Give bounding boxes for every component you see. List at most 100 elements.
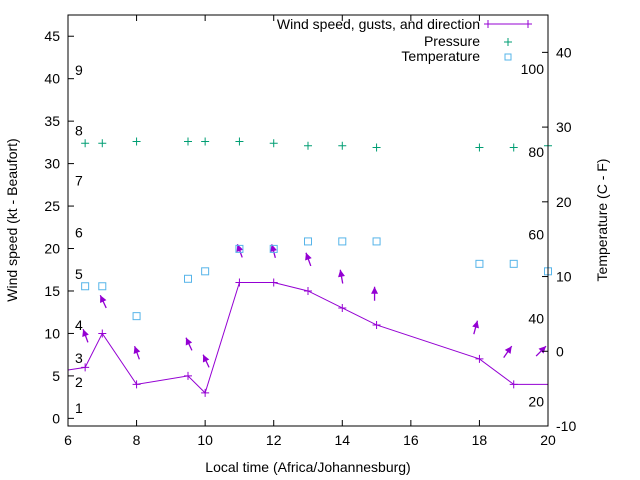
x-tick-label: 18 [472, 432, 488, 448]
gust-arrow-head [338, 269, 345, 278]
wind-speed-point [304, 286, 312, 295]
y-tick-label: 15 [44, 283, 60, 299]
y-axis-label: Wind speed (kt - Beaufort) [4, 138, 20, 301]
fahrenheit-label: 60 [528, 227, 544, 243]
y2-tick-label: -10 [556, 418, 576, 434]
pressure-point [184, 137, 192, 146]
gust-arrow-head [133, 346, 141, 354]
wind-speed-point [269, 278, 278, 287]
wind-speed-point [509, 380, 518, 389]
plot-frame [67, 14, 549, 427]
beaufort-label: 1 [75, 400, 83, 416]
temperature-point [509, 259, 518, 268]
pressure-point [338, 141, 347, 150]
gust-arrow-head [185, 337, 193, 346]
gust-arrow-head [371, 286, 379, 294]
wind-speed-point [372, 320, 381, 329]
fahrenheit-label: 40 [528, 310, 544, 326]
pressure-point [475, 143, 484, 152]
y-tick-label: 20 [44, 241, 60, 257]
pressure-point [304, 141, 312, 150]
gust-arrow-head [472, 320, 479, 329]
temperature-point [132, 312, 141, 321]
pressure-point [98, 139, 107, 148]
gust-arrow-head [236, 244, 244, 253]
wind-speed-line [67, 281, 548, 394]
y-tick-label: 0 [52, 410, 60, 426]
x-tick-label: 16 [403, 432, 419, 448]
wind-speed-point [235, 278, 244, 287]
y-tick-label: 30 [44, 156, 60, 172]
x-tick-label: 12 [266, 432, 282, 448]
temperature-point [304, 237, 312, 246]
gust-arrow-head [305, 252, 312, 261]
temperature-point [475, 259, 484, 268]
beaufort-label: 8 [75, 122, 83, 138]
x-tick-label: 20 [540, 432, 556, 448]
temperature-point [201, 267, 210, 276]
x-axis-label: Local time (Africa/Johannesburg) [205, 459, 410, 475]
y2-tick-label: 0 [556, 343, 564, 359]
fahrenheit-label: 100 [521, 61, 545, 77]
gust-arrow-head [100, 295, 107, 304]
y2-tick-label: 20 [556, 194, 572, 210]
gust-arrow-head [538, 346, 546, 354]
legend-label-pressure: Pressure [424, 33, 480, 49]
temperature-point [269, 244, 278, 253]
temperature-point [338, 237, 347, 246]
y-tick-label: 40 [44, 71, 60, 87]
x-tick-label: 6 [64, 432, 72, 448]
beaufort-label: 3 [75, 350, 83, 366]
y-tick-label: 35 [44, 113, 60, 129]
beaufort-label: 2 [75, 374, 83, 390]
pressure-point [201, 137, 210, 146]
temperature-point [184, 274, 192, 283]
beaufort-label: 5 [75, 266, 83, 282]
fahrenheit-label: 20 [528, 393, 544, 409]
beaufort-label: 7 [75, 173, 83, 189]
pressure-point [235, 137, 244, 146]
wind-speed-point [338, 303, 347, 312]
temperature-point [372, 237, 381, 246]
beaufort-label: 9 [75, 62, 83, 78]
x-tick-label: 8 [133, 432, 141, 448]
wind-speed-point [132, 380, 141, 389]
y2-axis-label: Temperature (C - F) [594, 159, 610, 282]
beaufort-label: 6 [75, 224, 83, 240]
pressure-point [132, 137, 141, 146]
gust-arrow-head [202, 354, 210, 363]
wind-speed-point [98, 329, 107, 338]
pressure-point [509, 143, 518, 152]
legend: Wind speed, gusts, and direction Pressur… [277, 16, 532, 64]
gust-arrow-head [504, 346, 512, 354]
y-tick-label: 25 [44, 198, 60, 214]
y2-tick-label: 40 [556, 44, 572, 60]
gust-arrow-head [82, 329, 89, 337]
pressure-point [269, 139, 278, 148]
wind-speed-point [81, 363, 90, 372]
y-tick-label: 45 [44, 28, 60, 44]
y-tick-label: 5 [52, 368, 60, 384]
wind-speed-point [184, 371, 192, 380]
x-tick-label: 14 [334, 432, 350, 448]
legend-marker-wind [484, 20, 532, 28]
y-tick-label: 10 [44, 325, 60, 341]
y2-tick-label: 30 [556, 119, 572, 135]
beaufort-label: 4 [75, 317, 83, 333]
legend-marker-pressure [504, 38, 512, 46]
legend-marker-temperature [504, 53, 512, 61]
pressure-point [372, 143, 381, 152]
temperature-point [81, 282, 90, 291]
wind-speed-point [201, 388, 210, 397]
pressure-point [81, 139, 90, 148]
wind-speed-point [475, 354, 484, 363]
temperature-point [98, 282, 107, 291]
x-tick-label: 10 [197, 432, 213, 448]
legend-label-wind: Wind speed, gusts, and direction [277, 16, 480, 32]
legend-label-temperature: Temperature [401, 48, 480, 64]
y2-tick-label: 10 [556, 269, 572, 285]
gust-arrow-head [270, 244, 277, 252]
fahrenheit-label: 80 [528, 144, 544, 160]
temperature-point [235, 244, 244, 253]
